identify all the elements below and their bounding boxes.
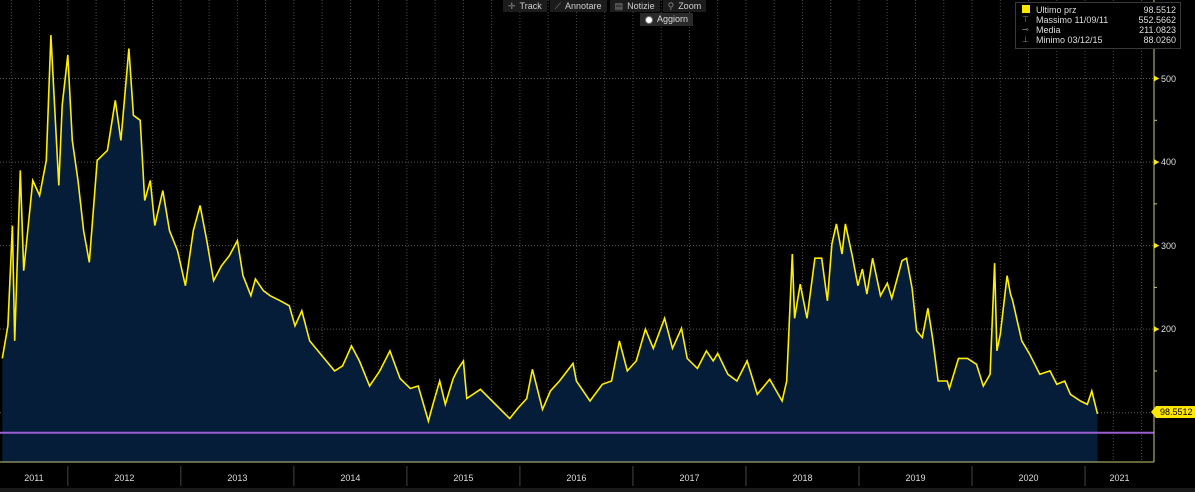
track-label: Track [519, 1, 542, 11]
y-axis-ticks [1154, 36, 1159, 372]
news-label: Notizie [627, 1, 655, 11]
x-tick-label: 2021 [1109, 473, 1130, 483]
legend-label: Media [1036, 25, 1061, 35]
refresh-label: Aggiorn [657, 14, 689, 24]
chart-legend: Ultimo prz 98.5512 ⊤ Massimo 11/09/11 552.5… [1015, 2, 1181, 49]
price-area-fill [2, 35, 1098, 462]
legend-value: 211.0823 [1139, 25, 1176, 35]
y-tick-arrow [1154, 242, 1159, 249]
pencil-icon: ⟋ [554, 1, 562, 11]
legend-label: Minimo 03/12/15 [1036, 35, 1103, 45]
legend-max[interactable]: ⊤ Massimo 11/09/11 552.5662 [1016, 15, 1180, 25]
x-tick-label: 2020 [1018, 473, 1039, 483]
y-tick-label: 400 [1161, 157, 1177, 168]
last-price-tag: 98.5512 [1151, 406, 1195, 418]
refresh-button[interactable]: Aggiorn [640, 13, 694, 26]
x-tick-label: 2017 [679, 473, 700, 483]
legend-label: Ultimo prz [1036, 5, 1077, 15]
zoom-button[interactable]: ⚲ Zoom [662, 0, 707, 12]
min-marker-icon: ⊥ [1022, 35, 1029, 44]
magnifier-icon: ⚲ [667, 1, 675, 11]
refresh-icon [645, 15, 653, 24]
max-marker-icon: ⊤ [1022, 15, 1029, 24]
y-tick-arrow [1154, 75, 1159, 82]
legend-average[interactable]: ⊸ Media 211.0823 [1016, 25, 1180, 35]
legend-last-price[interactable]: Ultimo prz 98.5512 [1016, 4, 1180, 16]
news-button[interactable]: ▤ Notizie [609, 0, 660, 12]
legend-value: 88.0260 [1143, 35, 1176, 45]
x-tick-label: 2016 [566, 473, 587, 483]
chart-toolbar: ✛ Track ⟋ Annotare ▤ Notizie ⚲ Zoom [503, 0, 707, 12]
x-tick-label: 2015 [453, 473, 474, 483]
x-tick-label: 2013 [227, 473, 248, 483]
y-tick-label: 300 [1161, 240, 1177, 251]
x-tick-label: 2019 [905, 473, 926, 483]
legend-min[interactable]: ⊥ Minimo 03/12/15 88.0260 [1016, 35, 1180, 45]
news-icon: ▤ [614, 1, 624, 11]
average-line-icon: ⊸ [1022, 25, 1029, 34]
x-tick-label: 2018 [792, 473, 813, 483]
collapse-icon[interactable] [1022, 4, 1036, 16]
zoom-label: Zoom [678, 1, 702, 11]
track-button[interactable]: ✛ Track [503, 0, 547, 12]
legend-value: 552.5662 [1138, 15, 1176, 25]
x-tick-label: 2011 [24, 473, 44, 483]
bottom-strip [0, 488, 1195, 492]
annotate-label: Annotare [565, 1, 602, 11]
legend-label: Massimo 11/09/11 [1036, 15, 1109, 25]
y-tick-arrow [1154, 159, 1159, 166]
yellow-swatch-icon [1022, 4, 1030, 13]
legend-value: 98.5512 [1143, 5, 1176, 15]
y-tick-label: 200 [1161, 324, 1177, 335]
annotate-button[interactable]: ⟋ Annotare [549, 0, 607, 12]
crosshair-icon: ✛ [508, 1, 516, 11]
price-line [1, 35, 1099, 425]
x-tick-label: 2012 [114, 473, 135, 483]
y-tick-arrow [1154, 326, 1159, 333]
x-tick-label: 2014 [340, 473, 361, 483]
x-axis-separators [67, 466, 1086, 486]
y-tick-label: 500 [1161, 73, 1177, 84]
